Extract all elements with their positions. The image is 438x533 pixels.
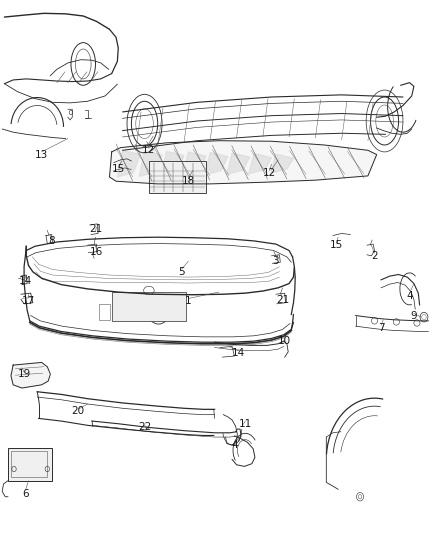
Text: 3: 3	[272, 256, 279, 266]
Text: 14: 14	[232, 348, 245, 358]
Text: 21: 21	[90, 224, 103, 234]
Polygon shape	[249, 154, 272, 174]
Polygon shape	[227, 153, 250, 174]
Text: 12: 12	[142, 146, 155, 155]
Text: 12: 12	[263, 168, 276, 178]
Polygon shape	[110, 141, 377, 184]
Text: 9: 9	[410, 311, 417, 320]
FancyBboxPatch shape	[149, 161, 206, 193]
Text: 5: 5	[178, 267, 185, 277]
Polygon shape	[11, 362, 48, 388]
Polygon shape	[139, 151, 162, 176]
Text: 20: 20	[71, 407, 85, 416]
Bar	[99, 304, 110, 320]
Bar	[112, 292, 186, 321]
Bar	[11, 451, 47, 477]
Text: 7: 7	[378, 323, 385, 333]
Text: 4: 4	[406, 291, 413, 301]
Text: 22: 22	[138, 423, 151, 432]
Text: 18: 18	[182, 176, 195, 186]
Text: 2: 2	[371, 251, 378, 261]
Polygon shape	[161, 151, 184, 176]
Text: 16: 16	[90, 247, 103, 256]
Text: 21: 21	[276, 295, 289, 304]
Text: 15: 15	[330, 240, 343, 250]
Text: 13: 13	[35, 150, 48, 159]
Text: 17: 17	[21, 296, 35, 306]
Text: 10: 10	[278, 336, 291, 346]
Text: 1: 1	[185, 296, 192, 306]
Text: 15: 15	[112, 165, 125, 174]
Text: 14: 14	[19, 276, 32, 286]
Text: 19: 19	[18, 369, 31, 379]
Text: 4: 4	[231, 440, 238, 450]
FancyBboxPatch shape	[8, 448, 52, 481]
Polygon shape	[205, 152, 228, 175]
Polygon shape	[183, 152, 206, 175]
Text: 11: 11	[239, 419, 252, 429]
Text: 6: 6	[22, 489, 29, 499]
Text: 8: 8	[48, 236, 55, 246]
Polygon shape	[271, 154, 293, 173]
Polygon shape	[117, 150, 140, 177]
